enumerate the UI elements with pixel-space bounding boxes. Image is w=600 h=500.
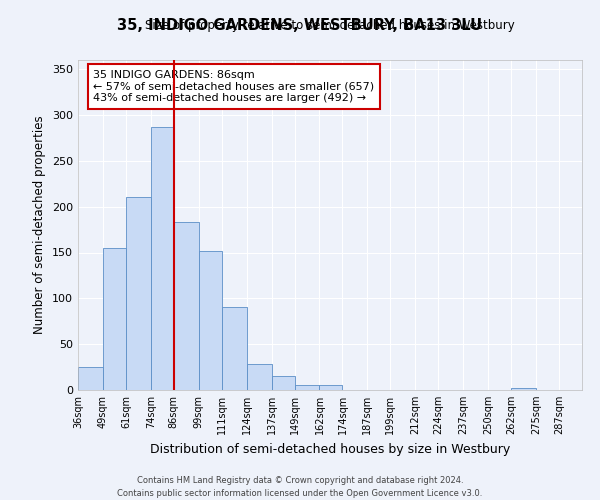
Text: 35, INDIGO GARDENS, WESTBURY, BA13 3LU: 35, INDIGO GARDENS, WESTBURY, BA13 3LU <box>118 18 482 32</box>
X-axis label: Distribution of semi-detached houses by size in Westbury: Distribution of semi-detached houses by … <box>150 442 510 456</box>
Bar <box>78 367 103 390</box>
Bar <box>126 198 151 390</box>
Title: Size of property relative to semi-detached houses in Westbury: Size of property relative to semi-detach… <box>145 20 515 32</box>
Text: Contains HM Land Registry data © Crown copyright and database right 2024.
Contai: Contains HM Land Registry data © Crown c… <box>118 476 482 498</box>
Bar <box>319 386 343 390</box>
Y-axis label: Number of semi-detached properties: Number of semi-detached properties <box>34 116 46 334</box>
Bar <box>103 248 126 390</box>
Bar <box>222 306 247 390</box>
Bar <box>151 127 174 390</box>
Bar <box>295 386 319 390</box>
Bar <box>272 376 295 390</box>
Bar <box>247 364 272 390</box>
Bar <box>199 250 222 390</box>
Bar <box>174 222 199 390</box>
Text: 35 INDIGO GARDENS: 86sqm
← 57% of semi-detached houses are smaller (657)
43% of : 35 INDIGO GARDENS: 86sqm ← 57% of semi-d… <box>93 70 374 103</box>
Bar <box>511 388 536 390</box>
